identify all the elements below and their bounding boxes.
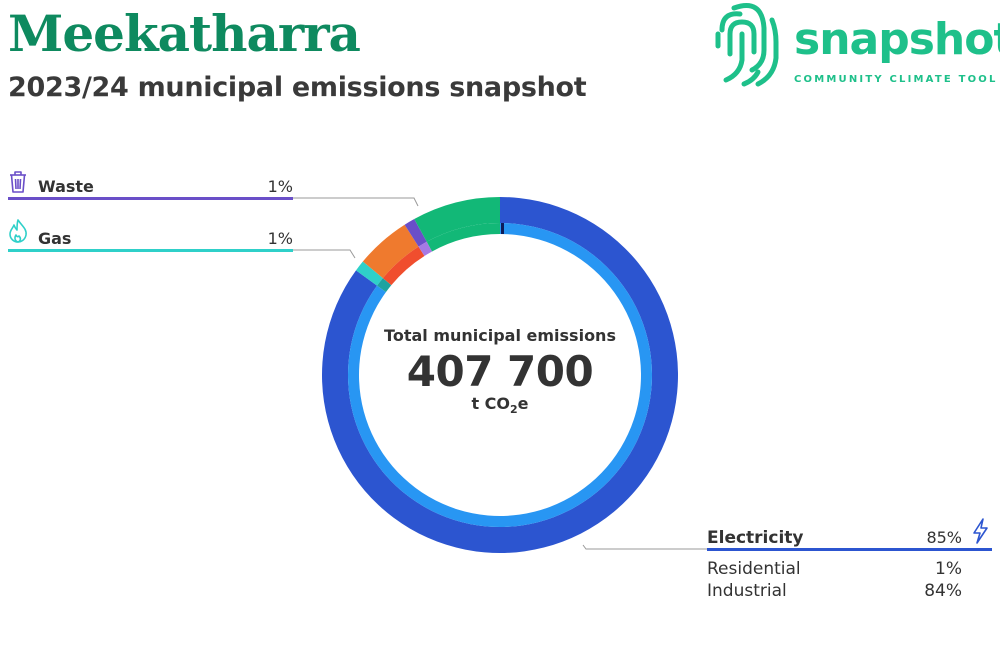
legend-waste-label: Waste [38, 177, 94, 196]
legend-electricity-underline [707, 548, 992, 551]
donut-segment-waste [404, 219, 427, 247]
legend-waste: Waste 1% [8, 168, 293, 202]
legend-electricity-label: Electricity [707, 528, 804, 548]
sub-industrial-label: Industrial [707, 581, 787, 601]
donut-segment-segment-5 [414, 197, 500, 242]
total-unit: t CO2e [471, 394, 529, 417]
sub-residential-label: Residential [707, 559, 801, 579]
gas-leader-line [293, 249, 356, 259]
sub-residential-value: 1% [935, 559, 962, 579]
total-label: Total municipal emissions [384, 326, 616, 345]
legend-waste-value: 1% [267, 177, 293, 196]
lightning-icon [973, 518, 988, 544]
trash-icon [10, 171, 26, 193]
page-subtitle: 2023/24 municipal emissions snapshot [8, 72, 587, 103]
donut-subsegment-segment-3 [382, 246, 425, 286]
donut-subsegment-waste [418, 241, 433, 256]
logo-wordmark: snapshot [794, 14, 1000, 65]
donut-center: Total municipal emissions 407 700 t CO2e [380, 326, 620, 416]
leader-lines [293, 197, 707, 550]
flame-icon [9, 219, 27, 243]
donut-segment-segment-3 [362, 224, 419, 279]
waste-leader-line [293, 197, 419, 207]
donut-segment-gas [355, 261, 383, 286]
page-title: Meekatharra [8, 4, 361, 63]
donut-subsegment-segment-5 [426, 223, 500, 252]
legend-gas-underline [8, 249, 293, 252]
legend-waste-underline [8, 197, 293, 200]
legend-gas-label: Gas [38, 229, 72, 248]
fingerprint-logo-icon [715, 3, 779, 87]
legend-electricity-sub-industrial: Industrial 84% [707, 581, 962, 601]
legend-electricity: Electricity 85% Residential 1% Industria… [707, 518, 992, 608]
legend-electricity-value: 85% [926, 528, 962, 547]
snapshot-logo: snapshot COMMUNITY CLIMATE TOOL [714, 0, 1000, 92]
legend-gas-value: 1% [267, 229, 293, 248]
legend-gas: Gas 1% [8, 219, 293, 254]
sub-industrial-value: 84% [924, 581, 962, 601]
electricity-leader-line [582, 544, 707, 550]
legend-electricity-sub-residential: Residential 1% [707, 559, 962, 579]
donut-start-tick [501, 223, 504, 234]
total-value: 407 700 [406, 347, 594, 396]
logo-tagline: COMMUNITY CLIMATE TOOL [794, 74, 998, 85]
donut-subsegment-gas [377, 278, 392, 293]
donut-segments [322, 197, 678, 553]
